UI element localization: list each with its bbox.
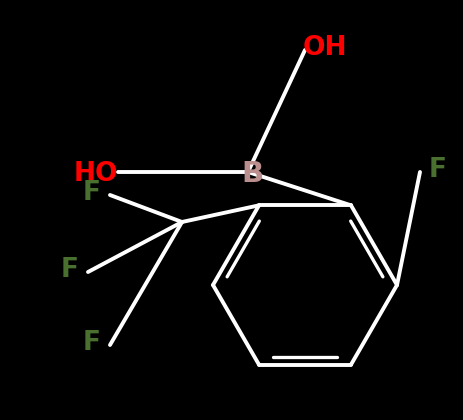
Text: F: F [429, 157, 447, 183]
Text: F: F [83, 330, 101, 356]
Text: F: F [83, 180, 101, 206]
Text: OH: OH [303, 35, 347, 61]
Text: B: B [241, 160, 263, 188]
Text: F: F [61, 257, 79, 283]
Text: HO: HO [74, 161, 118, 187]
